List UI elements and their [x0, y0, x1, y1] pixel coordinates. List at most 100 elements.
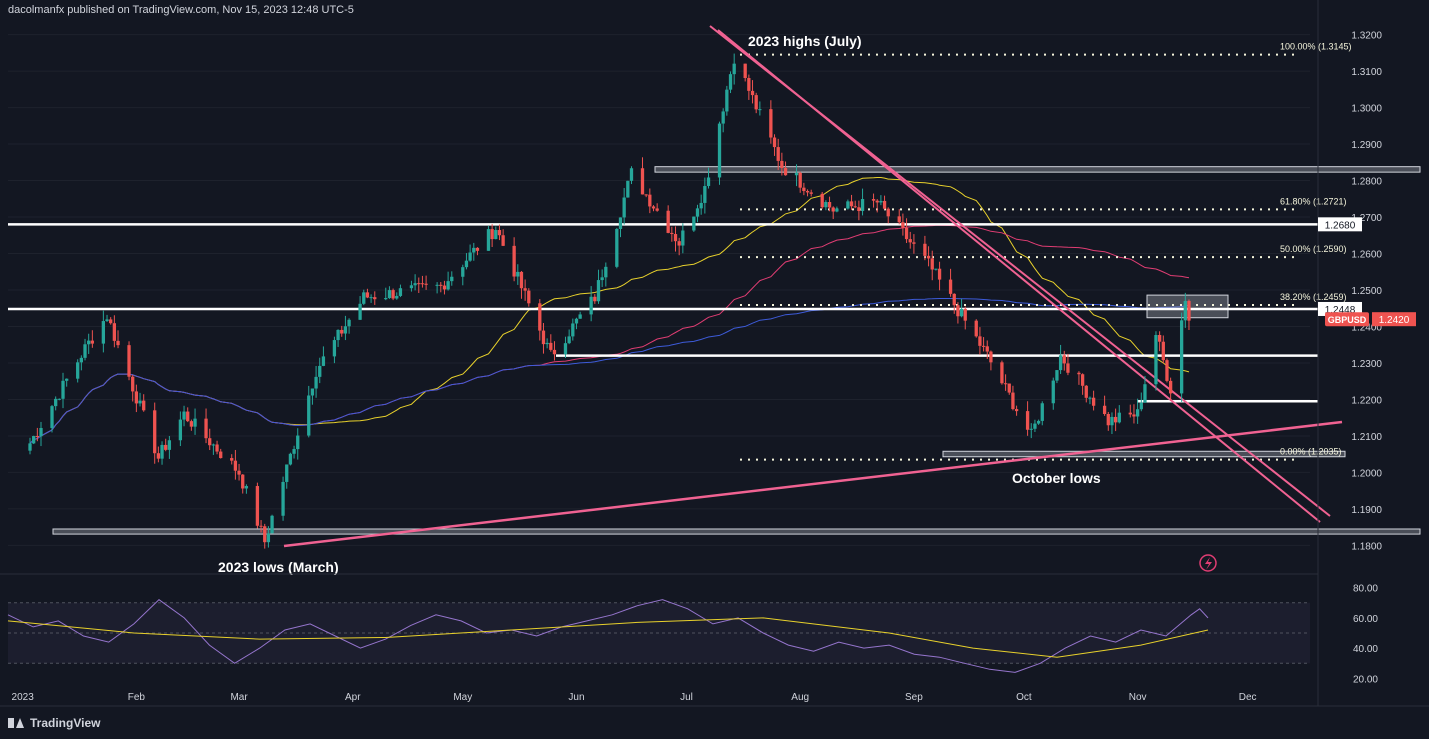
candle-body — [189, 421, 194, 427]
candle-body — [391, 290, 395, 299]
candle-body — [178, 419, 183, 441]
candle-body — [1128, 412, 1132, 415]
candle-body — [758, 109, 762, 111]
candle-body — [1165, 360, 1169, 381]
rsi-line — [7, 599, 1209, 673]
candle-body — [435, 284, 439, 286]
candle-body — [644, 194, 648, 196]
candle-body — [134, 391, 139, 404]
candle-body — [54, 398, 58, 407]
lightning-icon — [1199, 554, 1217, 572]
candle-body — [1168, 380, 1173, 394]
rsi-ma-line — [7, 617, 1209, 658]
price-tick-label: 1.2500 — [1351, 286, 1382, 297]
candle-body — [875, 200, 879, 203]
candle-body — [270, 515, 274, 534]
candle-body — [332, 340, 337, 357]
time-tick-label: Feb — [128, 692, 146, 703]
fib-level-label: 0.00% (1.2035) — [1280, 447, 1342, 457]
candle-body — [292, 449, 296, 454]
candle-body — [1033, 423, 1037, 429]
candle-body — [956, 305, 960, 317]
candle-body — [153, 410, 157, 454]
time-tick-label: Aug — [791, 692, 809, 703]
candle-body — [310, 388, 315, 396]
candle-body — [596, 280, 601, 302]
chart-annotation: 2023 lows (March) — [218, 559, 339, 575]
candle-body — [116, 340, 120, 346]
price-label-text: 1.2448 — [1325, 305, 1356, 316]
candle-body — [233, 460, 238, 471]
candle-body — [215, 444, 219, 452]
rsi-tick-label: 20.00 — [1353, 674, 1378, 685]
candle-body — [446, 281, 450, 290]
tradingview-logo-icon — [8, 718, 24, 728]
time-tick-label: Jun — [568, 692, 584, 703]
candle-body — [230, 458, 234, 461]
candle-body — [930, 258, 934, 270]
price-tick-label: 1.3000 — [1351, 104, 1382, 115]
candle-body — [369, 297, 373, 299]
candle-body — [673, 234, 678, 242]
candle-body — [802, 187, 806, 192]
candle-body — [472, 247, 476, 253]
candle-body — [343, 326, 348, 334]
candle-body — [365, 292, 370, 298]
candle-body — [618, 217, 623, 229]
candle-body — [131, 376, 135, 392]
rsi-tick-label: 80.00 — [1353, 584, 1378, 595]
candle-body — [167, 440, 172, 450]
candle-body — [908, 239, 912, 243]
candle-body — [648, 194, 652, 207]
candle-body — [87, 340, 91, 345]
sma-200-line — [29, 298, 1190, 444]
candle-body — [545, 342, 549, 345]
candle-body — [296, 435, 300, 450]
candle-body — [1161, 341, 1165, 361]
candle-body — [1051, 380, 1055, 404]
candle-body — [281, 481, 285, 516]
candle-body — [904, 227, 909, 240]
candle-body — [772, 137, 777, 148]
rsi-tick-label: 60.00 — [1353, 614, 1378, 625]
candle-body — [1003, 383, 1008, 385]
candle-body — [439, 284, 443, 286]
candle-body — [450, 276, 454, 282]
candle-body — [959, 308, 964, 317]
candle-body — [373, 297, 377, 300]
candle-body — [1088, 397, 1092, 399]
candle-body — [692, 216, 696, 231]
candle-body — [61, 380, 65, 399]
candle-body — [347, 319, 351, 327]
candle-body — [1117, 412, 1121, 423]
candle-body — [1029, 428, 1033, 430]
candle-body — [699, 202, 703, 209]
candle-body — [1000, 362, 1004, 384]
tradingview-brand: TradingView — [30, 716, 101, 730]
price-tick-label: 1.3100 — [1351, 67, 1382, 78]
candle-body — [824, 202, 828, 208]
candle-body — [527, 290, 531, 304]
candle-body — [340, 329, 344, 334]
candle-body — [651, 206, 656, 209]
candle-body — [948, 279, 953, 294]
candle-body — [552, 349, 557, 355]
candle-body — [464, 260, 469, 268]
candle-body — [160, 444, 164, 459]
time-tick-label: Dec — [1239, 692, 1257, 703]
publisher-header: dacolmanfx published on TradingView.com,… — [8, 4, 354, 16]
candle-body — [1143, 384, 1147, 403]
candle-body — [442, 285, 447, 290]
candle-body — [285, 464, 289, 482]
candle-body — [259, 525, 263, 527]
candle-body — [571, 323, 575, 337]
candle-body — [901, 222, 905, 228]
candle-body — [574, 318, 579, 324]
candle-body — [1007, 383, 1011, 393]
tradingview-footer[interactable]: TradingView — [8, 716, 100, 730]
candle-body — [424, 283, 428, 285]
candle-body — [336, 329, 340, 341]
time-tick-label: 2023 — [12, 692, 35, 703]
candle-body — [754, 95, 758, 110]
